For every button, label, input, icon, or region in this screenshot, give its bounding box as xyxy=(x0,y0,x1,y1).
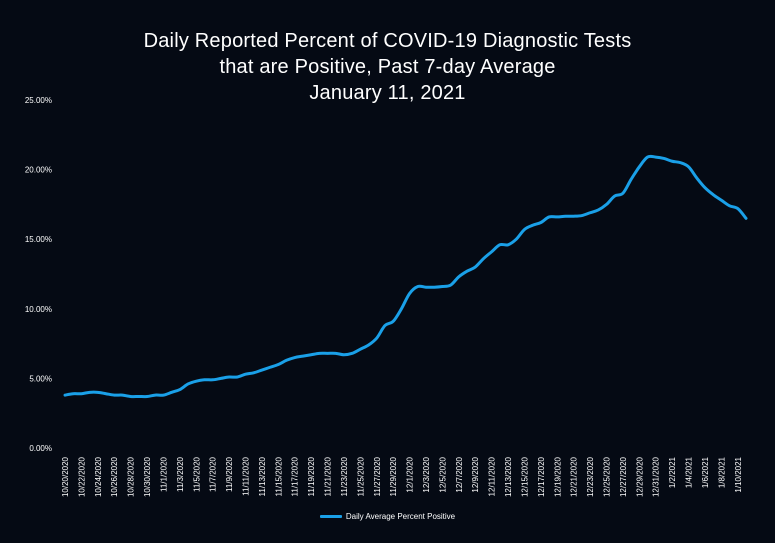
x-tick-label: 11/19/2020 xyxy=(307,456,316,496)
x-tick-label: 1/10/2021 xyxy=(734,456,743,492)
x-tick-label: 10/24/2020 xyxy=(94,456,103,497)
x-tick-label: 1/6/2021 xyxy=(701,456,710,488)
legend: Daily Average Percent Positive xyxy=(0,512,775,521)
x-tick-label: 12/21/2020 xyxy=(570,456,579,497)
x-tick-label: 1/4/2021 xyxy=(685,456,694,488)
x-tick-label: 11/25/2020 xyxy=(356,456,365,496)
x-tick-label: 11/17/2020 xyxy=(291,456,300,496)
y-tick-label: 5.00% xyxy=(29,374,52,383)
series-line-daily-average-percent-positive xyxy=(63,154,748,399)
x-tick-label: 11/27/2020 xyxy=(373,456,382,496)
x-tick-label: 11/7/2020 xyxy=(209,456,218,492)
legend-swatch xyxy=(319,515,342,518)
x-tick-label: 11/11/2020 xyxy=(242,456,251,495)
x-tick-label: 12/3/2020 xyxy=(422,456,431,492)
x-tick-label: 12/15/2020 xyxy=(520,456,529,497)
x-tick-label: 11/29/2020 xyxy=(389,456,398,496)
x-tick-label: 10/30/2020 xyxy=(143,456,152,497)
x-tick-label: 10/26/2020 xyxy=(110,456,119,497)
legend-label: Daily Average Percent Positive xyxy=(345,512,456,521)
x-tick-label: 1/8/2021 xyxy=(717,456,726,488)
x-tick-label: 12/9/2020 xyxy=(471,456,480,492)
y-tick-label: 10.00% xyxy=(25,305,52,314)
x-tick-label: 12/1/2020 xyxy=(406,456,415,492)
x-tick-label: 12/25/2020 xyxy=(603,456,612,497)
y-tick-label: 20.00% xyxy=(25,166,52,175)
y-tick-label: 15.00% xyxy=(25,235,52,244)
x-tick-label: 11/9/2020 xyxy=(225,456,234,492)
x-tick-label: 12/31/2020 xyxy=(652,456,661,497)
chart-title-line-3: January 11, 2021 xyxy=(309,82,466,104)
x-tick-label: 11/23/2020 xyxy=(340,456,349,496)
x-tick-label: 10/22/2020 xyxy=(77,456,86,497)
x-tick-label: 12/13/2020 xyxy=(504,456,513,497)
x-tick-label: 1/2/2021 xyxy=(668,456,677,488)
x-tick-label: 12/29/2020 xyxy=(635,456,644,497)
chart-title-line-1: Daily Reported Percent of COVID-19 Diagn… xyxy=(143,30,632,52)
x-tick-label: 11/1/2020 xyxy=(159,456,168,492)
y-tick-label: 0.00% xyxy=(29,444,52,453)
x-tick-label: 11/13/2020 xyxy=(258,456,267,496)
y-tick-label: 25.00% xyxy=(25,96,52,105)
x-tick-label: 12/17/2020 xyxy=(537,456,546,497)
y-axis: 0.00% 5.00% 10.00% 15.00% 20.00% 25.00% xyxy=(25,96,52,453)
x-tick-label: 11/21/2020 xyxy=(324,456,333,496)
x-tick-label: 11/3/2020 xyxy=(176,456,185,492)
x-tick-label: 10/20/2020 xyxy=(61,456,70,497)
x-tick-label: 12/23/2020 xyxy=(586,456,595,497)
x-tick-label: 12/7/2020 xyxy=(455,456,464,492)
x-tick-label: 11/15/2020 xyxy=(274,456,283,496)
chart-title: Daily Reported Percent of COVID-19 Diagn… xyxy=(0,28,775,106)
x-tick-label: 12/27/2020 xyxy=(619,456,628,497)
chart-title-line-2: that are Positive, Past 7-day Average xyxy=(219,56,556,78)
x-axis: 10/20/2020 10/22/2020 10/24/2020 10/26/2020… xyxy=(61,456,743,497)
x-tick-label: 12/19/2020 xyxy=(553,456,562,497)
x-tick-label: 10/28/2020 xyxy=(127,456,136,497)
series-layer xyxy=(63,154,748,399)
x-tick-label: 11/5/2020 xyxy=(192,456,201,492)
x-tick-label: 12/5/2020 xyxy=(438,456,447,492)
x-tick-label: 12/11/2020 xyxy=(488,456,497,496)
